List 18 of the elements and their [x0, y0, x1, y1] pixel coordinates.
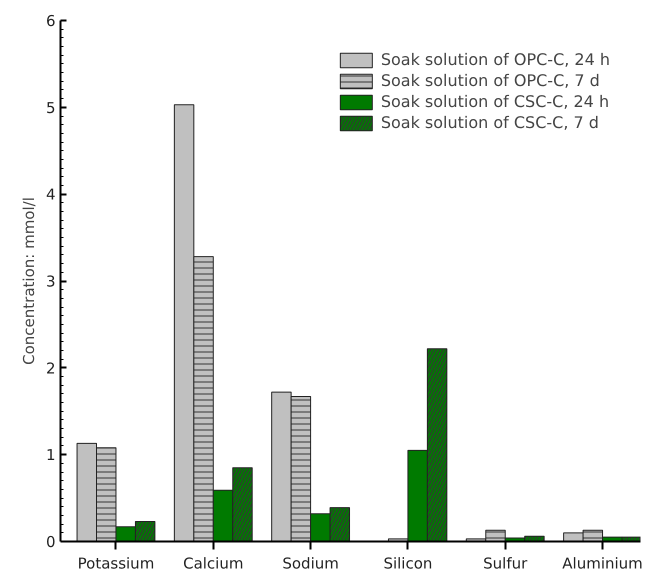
x-tick-label: Sodium: [282, 554, 339, 572]
x-tick-label: Sulfur: [483, 554, 528, 572]
y-tick-label: 3: [46, 272, 56, 290]
legend-label: Soak solution of OPC-C, 24 h: [380, 50, 610, 69]
x-tick-label: Aluminium: [562, 554, 643, 572]
y-tick-label: 4: [46, 186, 56, 204]
y-tick-label: 6: [46, 12, 56, 30]
legend-label: Soak solution of CSC-C, 24 h: [380, 92, 610, 111]
legend-label: Soak solution of OPC-C, 7 d: [380, 71, 600, 90]
x-tick-label: Calcium: [183, 554, 244, 572]
y-tick-label: 2: [46, 359, 56, 378]
x-tick-label: Potassium: [78, 554, 154, 572]
y-axis-title: Concentration: mmol/l: [20, 197, 38, 365]
y-tick-label: 5: [46, 98, 56, 117]
y-tick-label: 0: [46, 533, 56, 551]
y-tick-label: 1: [46, 446, 56, 464]
x-tick-label: Silicon: [383, 554, 432, 572]
legend-label: Soak solution of CSC-C, 7 d: [380, 113, 599, 132]
